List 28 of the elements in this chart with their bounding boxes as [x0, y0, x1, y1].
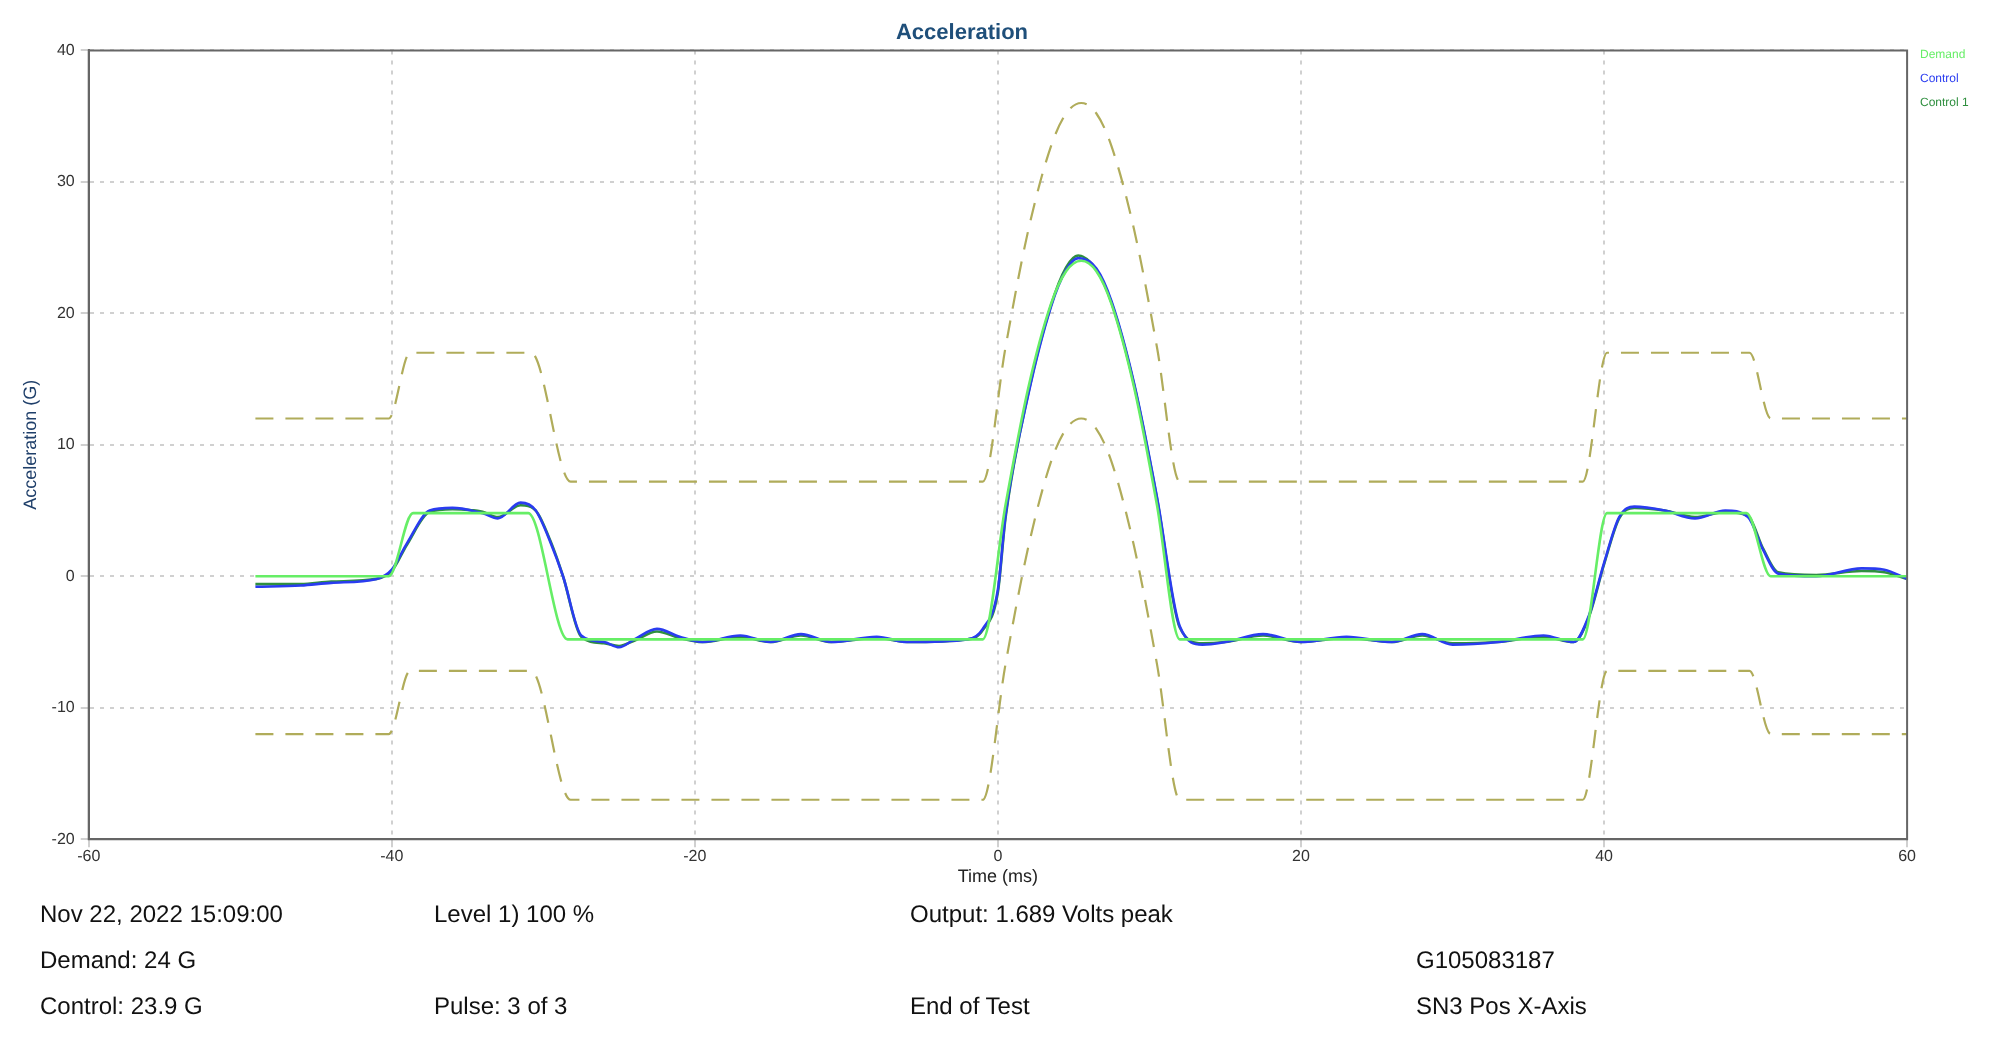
- x-tick-label: 60: [1898, 847, 1918, 866]
- line-series: [254, 417, 1908, 801]
- text: Pulse: 3 of 3: [434, 992, 568, 1020]
- x-axis-title: Time (ms): [957, 866, 1039, 887]
- x-tick-label: -40: [380, 847, 405, 866]
- text: Demand: 24 G: [40, 946, 197, 974]
- y-tick-label: -10: [51, 698, 76, 717]
- text: Nov 22, 2022 15:09:00: [40, 900, 283, 928]
- y-tick-label: 40: [56, 40, 76, 59]
- x-tick-label: -60: [77, 847, 102, 866]
- text: End of Test: [910, 992, 1030, 1020]
- x-tick-label: 20: [1292, 847, 1311, 866]
- x-tick-label: 0: [993, 847, 1004, 866]
- text: G105083187: [1416, 946, 1555, 974]
- line-series: [254, 101, 1908, 483]
- y-axis-title: Acceleration (G): [19, 379, 40, 510]
- y-tick-label: 10: [56, 435, 76, 454]
- text: Control: 23.9 G: [40, 992, 203, 1020]
- y-tick-label: -20: [51, 829, 76, 848]
- y-tick-label: 20: [56, 303, 76, 322]
- chart-title: Acceleration: [895, 21, 1029, 46]
- x-tick-label: -20: [683, 847, 708, 866]
- text: Level 1) 100 %: [434, 900, 595, 928]
- text: SN3 Pos X-Axis: [1416, 992, 1587, 1020]
- y-tick-label: 30: [56, 172, 76, 191]
- y-tick-label: 0: [65, 566, 76, 585]
- text: Output: 1.689 Volts peak: [910, 900, 1173, 928]
- x-tick-label: 40: [1595, 847, 1615, 866]
